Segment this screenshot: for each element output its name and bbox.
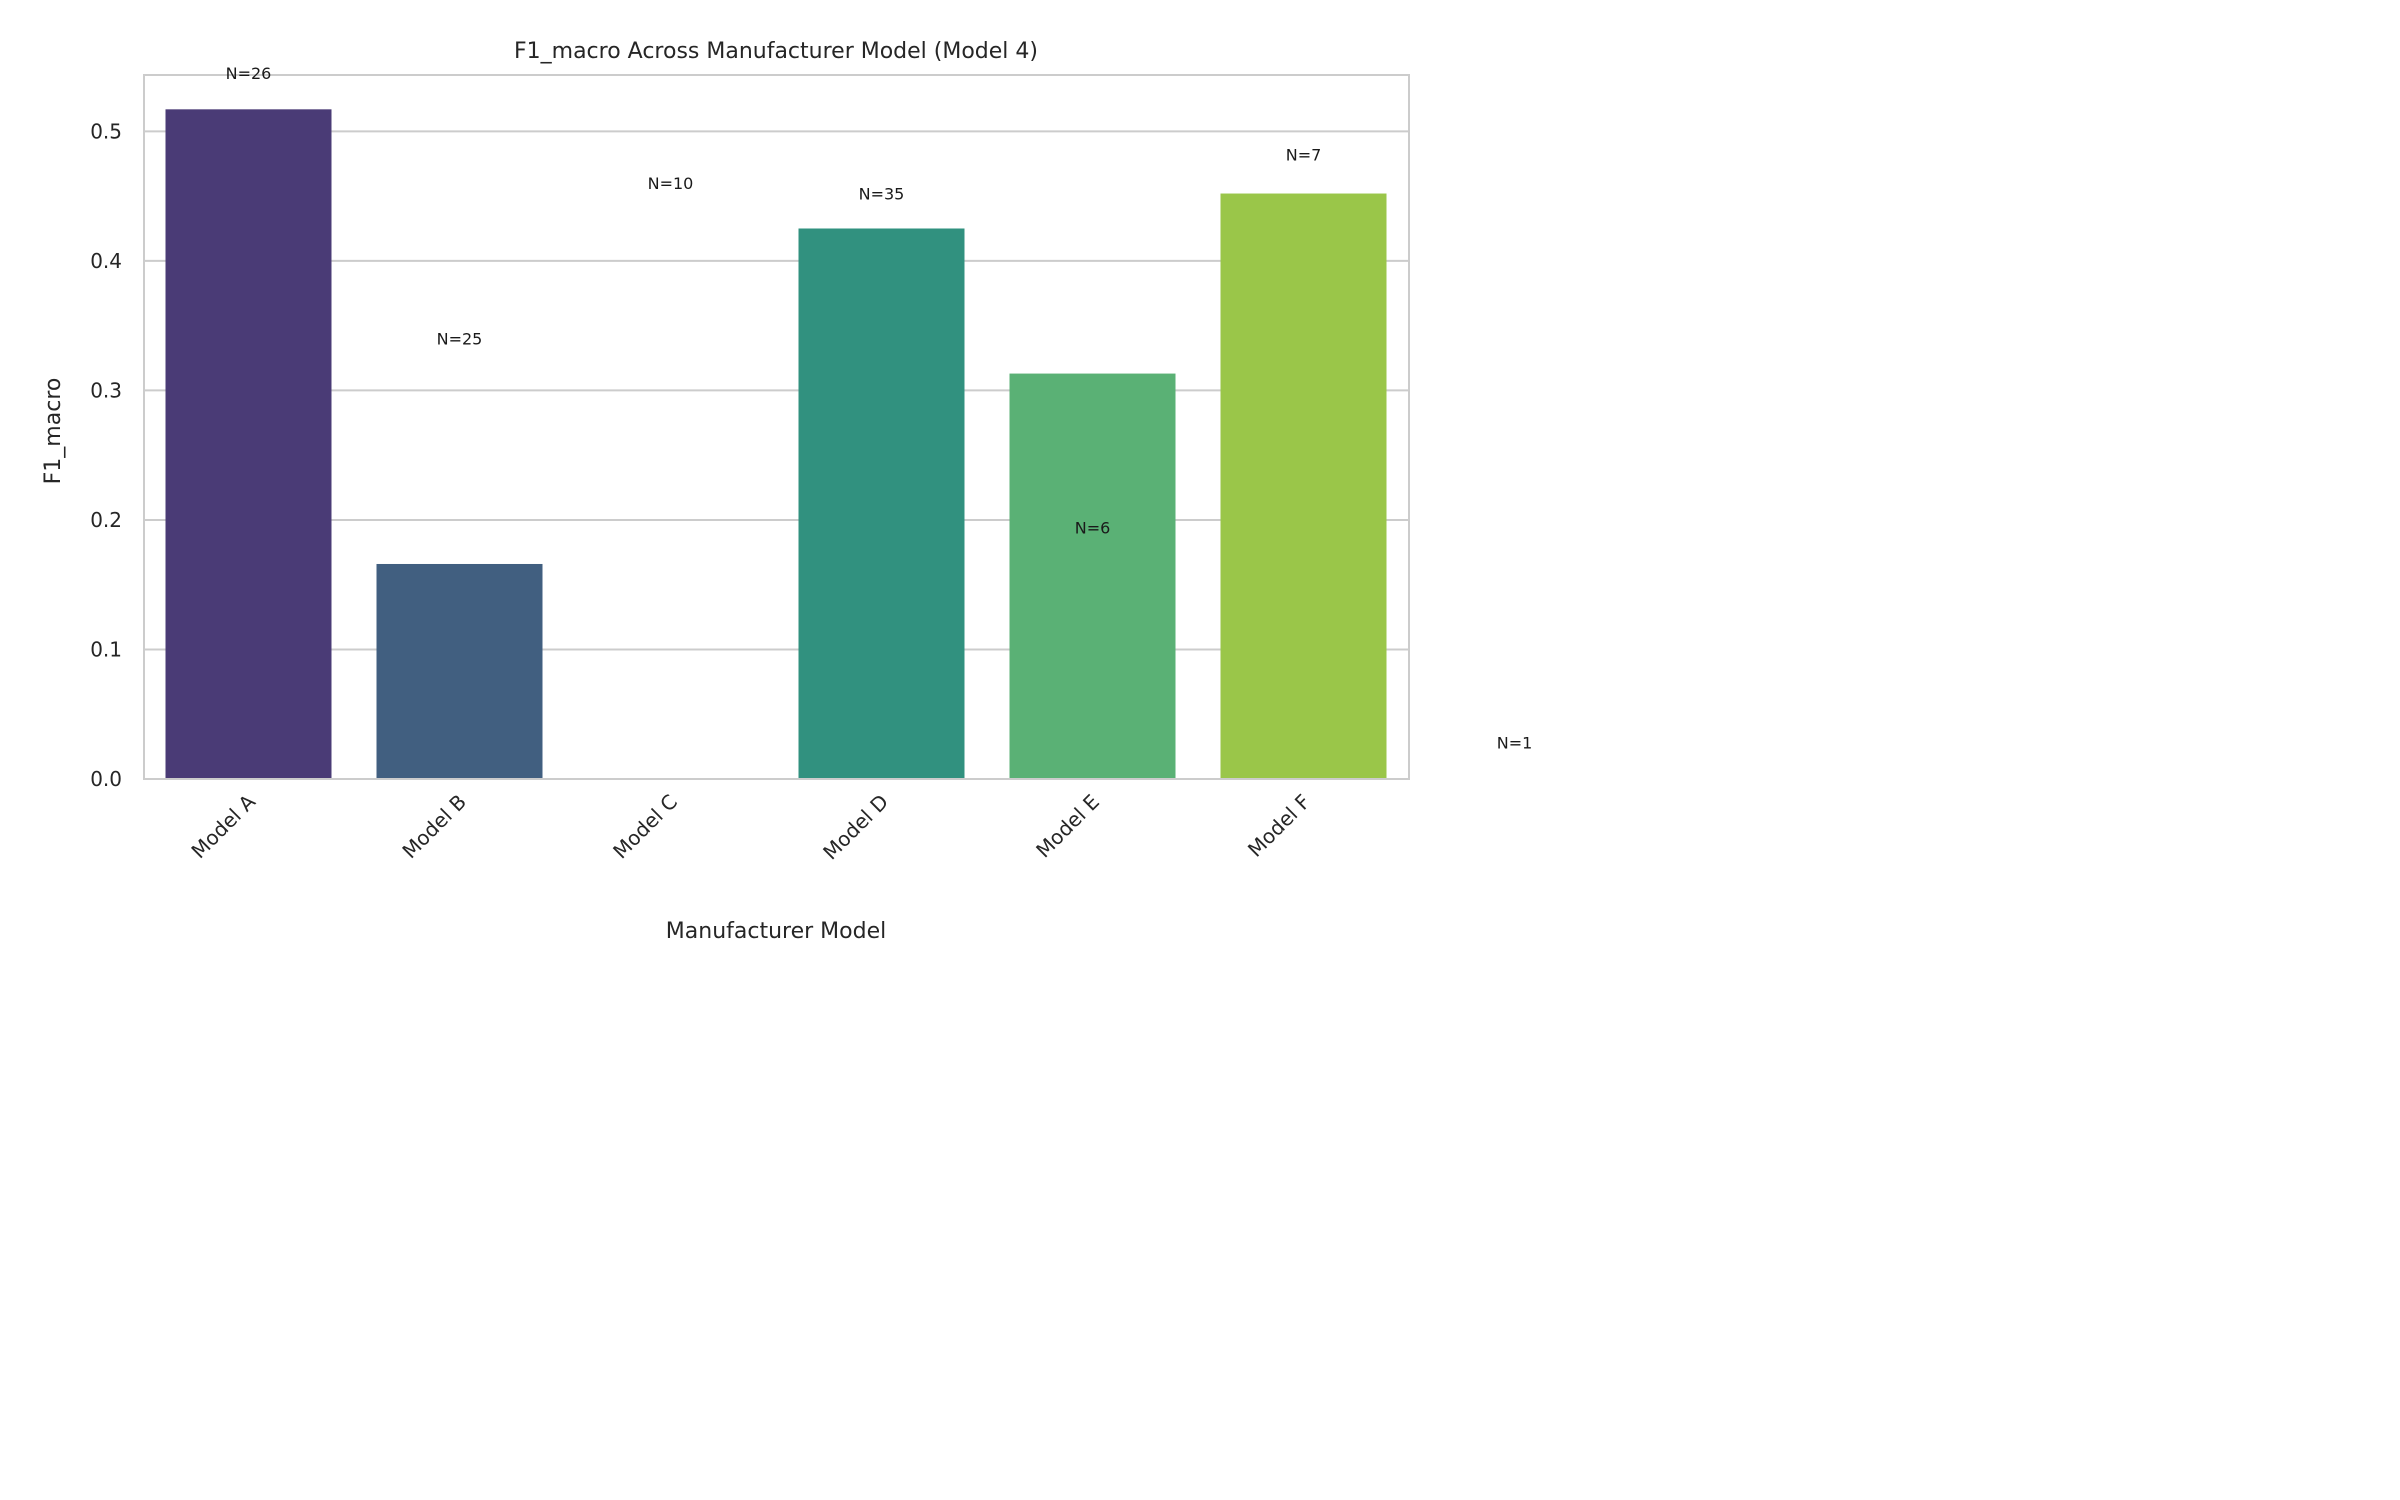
sample-size-label: N=6 xyxy=(1075,519,1111,538)
sample-size-label: N=1 xyxy=(1497,734,1533,753)
sample-size-label: N=7 xyxy=(1286,146,1322,165)
y-tick-label: 0.0 xyxy=(90,767,122,791)
bar xyxy=(165,109,332,779)
chart-title: F1_macro Across Manufacturer Model (Mode… xyxy=(514,39,1038,64)
x-tick-label: Model E xyxy=(1031,790,1104,863)
sample-size-label: N=35 xyxy=(859,185,905,204)
x-axis-ticks: Model A Model B Model C Model D Model E Model… xyxy=(186,789,1315,864)
x-axis-label: Manufacturer Model xyxy=(666,919,886,944)
x-tick-label: Model B xyxy=(397,790,471,864)
sample-size-label: N=25 xyxy=(437,330,483,349)
bar-chart: 0.0 0.1 0.2 0.3 0.4 0.5 Model A Model B Model C… xyxy=(41,39,1533,944)
sample-size-label: N=26 xyxy=(226,64,272,83)
bar xyxy=(376,563,543,779)
plot-frame xyxy=(143,74,1410,780)
x-tick-label: Model A xyxy=(186,789,260,863)
y-tick-label: 0.3 xyxy=(90,378,122,402)
chart-container: 0.0 0.1 0.2 0.3 0.4 0.5 Model A Model B Model C… xyxy=(0,0,1548,958)
y-tick-label: 0.5 xyxy=(90,119,122,143)
y-tick-label: 0.2 xyxy=(90,508,122,532)
y-tick-label: 0.1 xyxy=(90,637,122,661)
x-tick-label: Model D xyxy=(818,790,893,865)
grid-lines xyxy=(144,130,1409,651)
bar xyxy=(1009,373,1176,779)
x-tick-label: Model F xyxy=(1243,790,1315,862)
y-tick-label: 0.4 xyxy=(90,249,122,273)
x-tick-label: Model C xyxy=(608,790,682,864)
y-axis-label: F1_macro xyxy=(41,378,66,485)
bar xyxy=(798,228,965,779)
sample-size-annotations: N=26 N=25 N=10 N=35 N=6 N=7 N=1 xyxy=(226,64,1533,753)
bars xyxy=(165,109,1387,780)
bar xyxy=(1220,193,1387,780)
sample-size-label: N=10 xyxy=(648,174,694,193)
y-axis-ticks: 0.0 0.1 0.2 0.3 0.4 0.5 xyxy=(90,119,122,791)
